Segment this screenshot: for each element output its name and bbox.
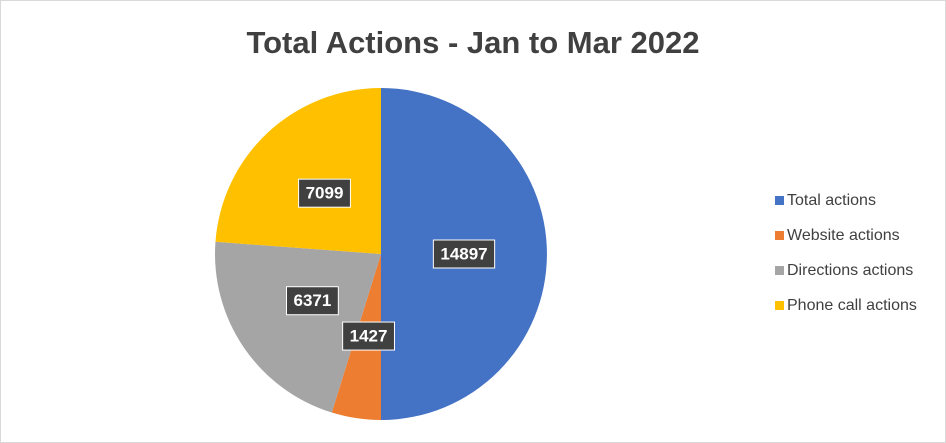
data-labels: 14897 1427 6371 7099 <box>285 178 496 351</box>
pie-slice <box>215 88 381 254</box>
data-label: 14897 <box>440 244 487 263</box>
pie-slice <box>214 241 381 413</box>
legend-swatch <box>775 231 784 240</box>
data-label-box <box>298 178 351 208</box>
data-label: 7099 <box>306 184 344 203</box>
legend-label: Directions actions <box>787 262 913 279</box>
data-label-box <box>342 321 395 351</box>
legend: Total actions Website actions Directions a… <box>775 192 917 314</box>
legend-label: Phone call actions <box>787 297 917 314</box>
legend-label: Total actions <box>787 192 876 209</box>
legend-label: Website actions <box>787 227 900 244</box>
chart-title: Total Actions - Jan to Mar 2022 <box>246 25 699 60</box>
data-label-box <box>285 286 339 316</box>
legend-swatch <box>775 301 784 310</box>
data-label-box <box>432 239 496 269</box>
data-label: 6371 <box>293 291 331 310</box>
legend-swatch <box>775 266 784 275</box>
pie <box>214 88 547 420</box>
legend-swatch <box>775 196 784 205</box>
data-label: 1427 <box>350 327 388 346</box>
